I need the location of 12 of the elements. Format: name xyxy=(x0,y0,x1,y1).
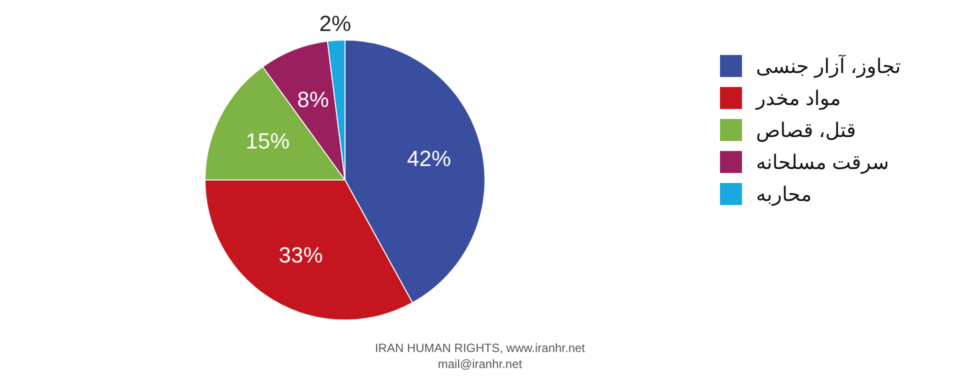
legend-label: محاربه xyxy=(756,184,812,206)
data-label: 8% xyxy=(297,86,329,112)
legend-label: سرقت مسلحانه xyxy=(756,152,890,174)
text: mail@iranhr.net xyxy=(438,357,523,371)
data-label: 2% xyxy=(319,11,352,36)
data-label: 42% xyxy=(407,146,452,172)
legend-label: مواد مخدر xyxy=(755,88,841,110)
data-label: 15% xyxy=(246,128,290,154)
legend-label: تجاوز، آزار جنسی xyxy=(756,54,901,78)
text: IRAN HUMAN RIGHTS, www.iranhr.net xyxy=(374,341,586,355)
data-label: 33% xyxy=(278,242,323,268)
legend-label: قتل، قصاص xyxy=(756,120,856,142)
